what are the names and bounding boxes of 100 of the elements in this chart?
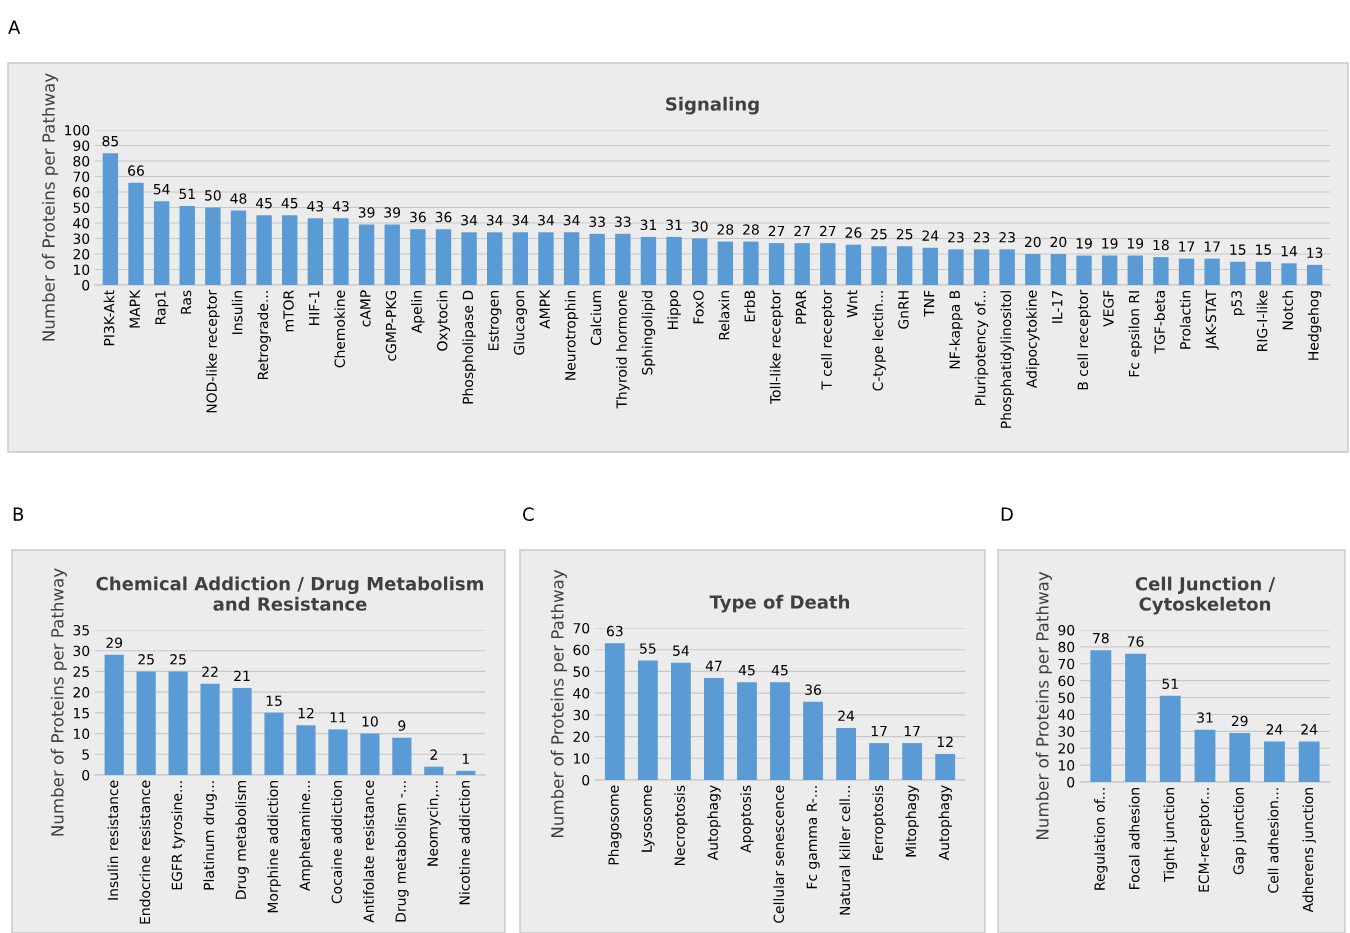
data-label: 39 <box>358 207 375 218</box>
x-tick-label: Gap junction <box>1233 788 1247 875</box>
x-tick-label: Ras <box>180 290 192 314</box>
chart-title: Signaling <box>666 96 759 115</box>
bar <box>1229 733 1251 782</box>
data-label: 29 <box>1231 715 1248 727</box>
data-label: 24 <box>838 710 855 721</box>
data-label: 34 <box>486 214 503 226</box>
data-label: 50 <box>205 190 221 201</box>
data-label: 34 <box>461 214 478 226</box>
bar <box>296 725 316 775</box>
data-label: 23 <box>999 231 1015 243</box>
data-label: 15 <box>266 695 282 706</box>
bar <box>604 643 625 780</box>
data-label: 12 <box>937 736 953 747</box>
bar <box>461 232 477 285</box>
y-tick-label: 40 <box>573 688 590 699</box>
data-label: 34 <box>563 214 580 226</box>
y-tick-label: 90 <box>73 140 90 151</box>
y-tick-label: 50 <box>573 666 590 677</box>
x-tick-label: Relaxin <box>718 291 730 340</box>
data-label: 26 <box>845 227 862 238</box>
data-label: 27 <box>794 225 810 237</box>
y-tick-label: 20 <box>73 687 90 698</box>
chart-title: Chemical Addiction / Drug Metabolism and Resistance <box>96 576 484 611</box>
x-tick-label: PI3K-Akt <box>103 290 115 346</box>
bar <box>1306 264 1323 285</box>
bar <box>770 682 790 780</box>
x-tick-label: Amphetamine... <box>299 781 313 891</box>
x-tick-label: Insulin resistance <box>107 780 119 900</box>
data-label: 36 <box>435 211 452 223</box>
data-label: 18 <box>1153 239 1169 251</box>
bar <box>743 241 759 285</box>
data-label: 25 <box>138 654 154 665</box>
y-tick-label: 20 <box>73 248 90 260</box>
data-label: 51 <box>179 188 195 200</box>
data-label: 25 <box>871 228 887 240</box>
bar <box>836 727 856 780</box>
bar <box>328 729 348 775</box>
bar <box>136 671 156 775</box>
bar <box>640 236 657 285</box>
bar <box>670 662 691 780</box>
y-tick-label: 10 <box>573 753 590 764</box>
bar <box>896 246 913 285</box>
data-label: 10 <box>362 716 378 727</box>
bar <box>307 218 324 285</box>
data-label: 45 <box>255 198 272 209</box>
data-label: 31 <box>666 219 682 231</box>
data-label: 20 <box>1050 236 1067 248</box>
bar <box>456 770 476 775</box>
x-tick-label: Focal adhesion <box>1128 788 1140 889</box>
bar <box>282 215 298 285</box>
data-label: 48 <box>230 193 247 204</box>
x-tick-label: Phagosome <box>608 785 622 865</box>
y-tick-label: 100 <box>65 124 90 136</box>
x-tick-label: Cell adhesion... <box>1267 788 1279 893</box>
data-label: 27 <box>768 225 785 237</box>
bar <box>717 241 733 285</box>
x-tick-label: IL-17 <box>1052 291 1063 323</box>
data-label: 39 <box>384 207 401 218</box>
bar <box>104 654 124 775</box>
x-tick-label: Natural killer cell... <box>839 786 851 915</box>
x-tick-label: GnRH <box>898 291 909 329</box>
data-label: 21 <box>234 670 250 681</box>
x-tick-label: Adherens junction <box>1302 788 1316 913</box>
x-tick-label: Calcium <box>590 291 602 345</box>
bar <box>692 238 708 285</box>
x-tick-label: Cellular senescence <box>773 785 785 923</box>
y-tick-label: 60 <box>1058 675 1075 687</box>
bar <box>179 205 195 285</box>
data-label: 17 <box>904 725 920 737</box>
bar <box>512 232 529 285</box>
data-label: 2 <box>430 749 437 760</box>
y-axis-title: Number of Proteins per Pathway <box>50 568 67 836</box>
bar <box>869 743 890 780</box>
text: A <box>8 20 21 34</box>
data-label: 45 <box>738 665 755 676</box>
x-tick-label: B cell receptor <box>1077 289 1091 390</box>
x-tick-label: NF-kappa B <box>949 290 963 369</box>
data-label: 14 <box>1281 246 1298 257</box>
bar <box>794 243 810 285</box>
y-tick-label: 70 <box>73 171 90 182</box>
x-tick-label: Pluripotency of... <box>974 291 989 406</box>
data-label: 36 <box>410 211 426 223</box>
data-label: 19 <box>1102 238 1118 249</box>
bar <box>200 683 220 775</box>
x-tick-label: Adipocytokine <box>1026 290 1040 389</box>
data-label: 11 <box>330 712 346 723</box>
text: C <box>523 507 534 521</box>
x-tick-label: Insulin <box>231 291 243 334</box>
y-tick-label: 20 <box>573 731 590 743</box>
x-tick-label: Platinum drug... <box>203 781 217 890</box>
data-label: 24 <box>1266 724 1283 735</box>
bar <box>333 218 349 285</box>
bar <box>1255 261 1272 285</box>
bar <box>153 201 170 285</box>
x-tick-label: Mitophagy <box>905 785 919 857</box>
x-tick-label: Drug metabolism <box>235 781 249 899</box>
data-label: 17 <box>1179 241 1195 252</box>
bar <box>128 182 144 285</box>
